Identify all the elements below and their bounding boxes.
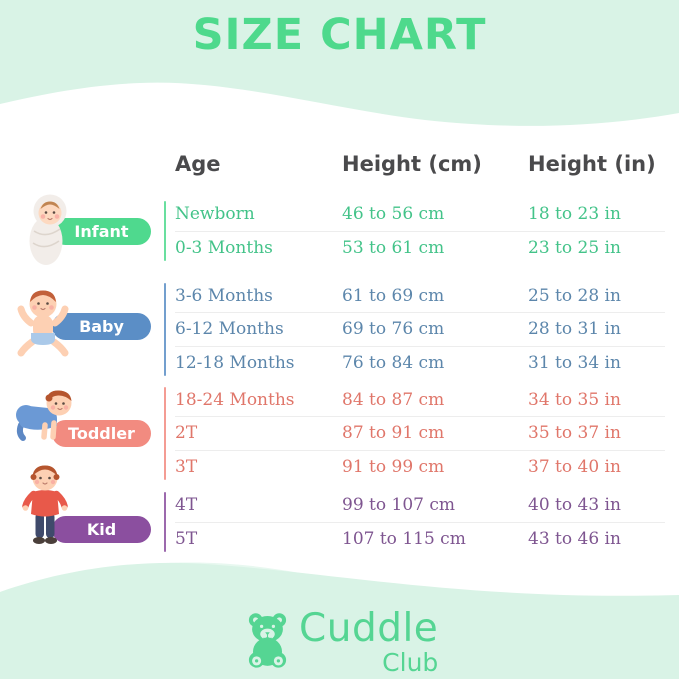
height-in-cell: 25 to 28 in: [528, 286, 621, 307]
brand-name: Cuddle Club: [299, 606, 439, 678]
table-row: 18-24 Months 84 to 87 cm 34 to 35 in: [175, 384, 665, 416]
brand-name-club: Club: [382, 648, 439, 678]
age-cell: 2T: [175, 423, 198, 444]
height-in-cell: 37 to 40 in: [528, 456, 621, 477]
teddy-bear-icon: [248, 613, 287, 668]
age-cell: 5T: [175, 528, 198, 549]
kid-rows: 4T 99 to 107 cm 40 to 43 in 5T 107 to 11…: [175, 489, 665, 555]
height-in-cell: 23 to 25 in: [528, 237, 621, 258]
brand-logo: Cuddle Club: [243, 606, 439, 678]
sitting-baby-illustration: [17, 290, 69, 357]
group-badge-infant: Infant: [52, 217, 151, 245]
infant-rows: Newborn 46 to 56 cm 18 to 23 in 0-3 Mont…: [175, 198, 665, 264]
table-row: 5T 107 to 115 cm 43 to 46 in: [175, 521, 665, 556]
bottom-wave-decoration: [0, 562, 679, 679]
age-cell: 6-12 Months: [175, 319, 284, 340]
standing-kid-illustration: [22, 465, 68, 544]
brand-name-cuddle: Cuddle: [299, 606, 439, 651]
group-badge-baby: Baby: [52, 312, 151, 340]
height-cm-cell: 99 to 107 cm: [342, 495, 455, 516]
group-badge-toddler: Toddler: [52, 420, 151, 447]
table-row: 6-12 Months 69 to 76 cm 28 to 31 in: [175, 312, 665, 345]
group-badge-label: Baby: [79, 316, 124, 336]
size-group-toddler: Toddler 18-24 Months 84 to 87 cm 34 to 3…: [0, 384, 679, 483]
age-cell: 18-24 Months: [175, 390, 295, 411]
table-row: 3-6 Months 61 to 69 cm 25 to 28 in: [175, 280, 665, 312]
height-cm-cell: 53 to 61 cm: [342, 237, 445, 258]
table-row: 0-3 Months 53 to 61 cm 23 to 25 in: [175, 230, 665, 265]
height-cm-cell: 76 to 84 cm: [342, 352, 445, 373]
size-group-infant: Infant Newborn 46 to 56 cm 18 to 23 in 0…: [0, 194, 679, 265]
top-wave-decoration: [0, 0, 679, 126]
column-header-height-in: Height (in): [528, 152, 656, 176]
table-row: 2T 87 to 91 cm 35 to 37 in: [175, 416, 665, 449]
height-in-cell: 18 to 23 in: [528, 204, 621, 225]
age-cell: 4T: [175, 495, 198, 516]
table-row: 3T 91 to 99 cm 37 to 40 in: [175, 449, 665, 483]
height-in-cell: 35 to 37 in: [528, 423, 621, 444]
group-badge-label: Infant: [74, 221, 129, 241]
height-in-cell: 43 to 46 in: [528, 528, 621, 549]
baby-rows: 3-6 Months 61 to 69 cm 25 to 28 in 6-12 …: [175, 280, 665, 379]
table-row: Newborn 46 to 56 cm 18 to 23 in: [175, 198, 665, 231]
height-in-cell: 34 to 35 in: [528, 390, 621, 411]
table-header-row: Age Height (cm) Height (in): [175, 146, 665, 182]
height-cm-cell: 61 to 69 cm: [342, 286, 445, 307]
age-cell: 0-3 Months: [175, 237, 273, 258]
column-header-age: Age: [175, 152, 221, 176]
height-cm-cell: 84 to 87 cm: [342, 390, 445, 411]
height-cm-cell: 87 to 91 cm: [342, 423, 445, 444]
age-cell: 3-6 Months: [175, 286, 273, 307]
age-cell: 3T: [175, 456, 198, 477]
height-cm-cell: 69 to 76 cm: [342, 319, 445, 340]
height-cm-cell: 107 to 115 cm: [342, 528, 466, 549]
crawling-toddler-illustration: [16, 390, 72, 441]
age-cell: Newborn: [175, 204, 255, 225]
height-cm-cell: 91 to 99 cm: [342, 456, 445, 477]
height-in-cell: 40 to 43 in: [528, 495, 621, 516]
table-row: 4T 99 to 107 cm 40 to 43 in: [175, 489, 665, 522]
height-in-cell: 31 to 34 in: [528, 352, 621, 373]
height-in-cell: 28 to 31 in: [528, 319, 621, 340]
group-badge-label: Kid: [86, 520, 117, 539]
group-badge-kid: Kid: [52, 516, 151, 543]
age-cell: 12-18 Months: [175, 352, 295, 373]
column-header-height-cm: Height (cm): [342, 152, 482, 176]
toddler-rows: 18-24 Months 84 to 87 cm 34 to 35 in 2T …: [175, 384, 665, 483]
size-group-baby: Baby 3-6 Months 61 to 69 cm 25 to 28 in …: [0, 280, 679, 379]
swaddled-infant-illustration: [29, 194, 67, 265]
group-badge-label: Toddler: [68, 424, 135, 443]
size-group-kid: Kid 4T 99 to 107 cm 40 to 43 in 5T 107 t…: [0, 465, 679, 555]
page-title: SIZE CHART: [192, 10, 487, 60]
height-cm-cell: 46 to 56 cm: [342, 204, 445, 225]
table-row: 12-18 Months 76 to 84 cm 31 to 34 in: [175, 345, 665, 379]
